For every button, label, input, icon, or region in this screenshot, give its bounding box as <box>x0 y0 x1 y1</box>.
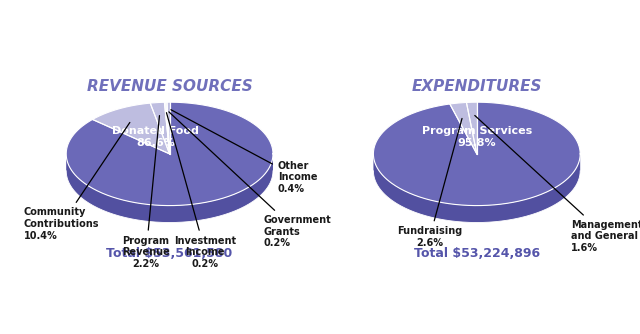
Polygon shape <box>373 102 580 206</box>
Text: Fundraising
2.6%: Fundraising 2.6% <box>397 119 463 248</box>
Text: REVENUE SOURCES: REVENUE SOURCES <box>87 79 252 94</box>
Text: Other
Income
0.4%: Other Income 0.4% <box>171 110 317 194</box>
Text: EXPENDITURES: EXPENDITURES <box>412 79 542 94</box>
Polygon shape <box>66 102 273 206</box>
Text: Program Services
95.8%: Program Services 95.8% <box>422 126 532 148</box>
Polygon shape <box>373 154 580 222</box>
Text: Program
Revenue
2.2%: Program Revenue 2.2% <box>122 116 170 269</box>
Polygon shape <box>467 102 477 154</box>
Polygon shape <box>166 102 170 154</box>
Text: Total $53,224,896: Total $53,224,896 <box>413 247 540 260</box>
Polygon shape <box>92 103 170 154</box>
Text: Total $53,561,580: Total $53,561,580 <box>106 247 233 260</box>
Polygon shape <box>167 102 170 154</box>
Polygon shape <box>450 103 477 154</box>
Polygon shape <box>164 102 170 154</box>
Text: Donated Food
86.6%: Donated Food 86.6% <box>112 126 199 148</box>
Text: Community
Contributions
10.4%: Community Contributions 10.4% <box>24 123 130 241</box>
Polygon shape <box>66 154 273 222</box>
Polygon shape <box>150 102 170 154</box>
Text: Investment
Income
0.2%: Investment Income 0.2% <box>166 113 236 269</box>
Text: Management
and General
1.6%: Management and General 1.6% <box>475 116 640 253</box>
Text: Government
Grants
0.2%: Government Grants 0.2% <box>169 112 332 248</box>
